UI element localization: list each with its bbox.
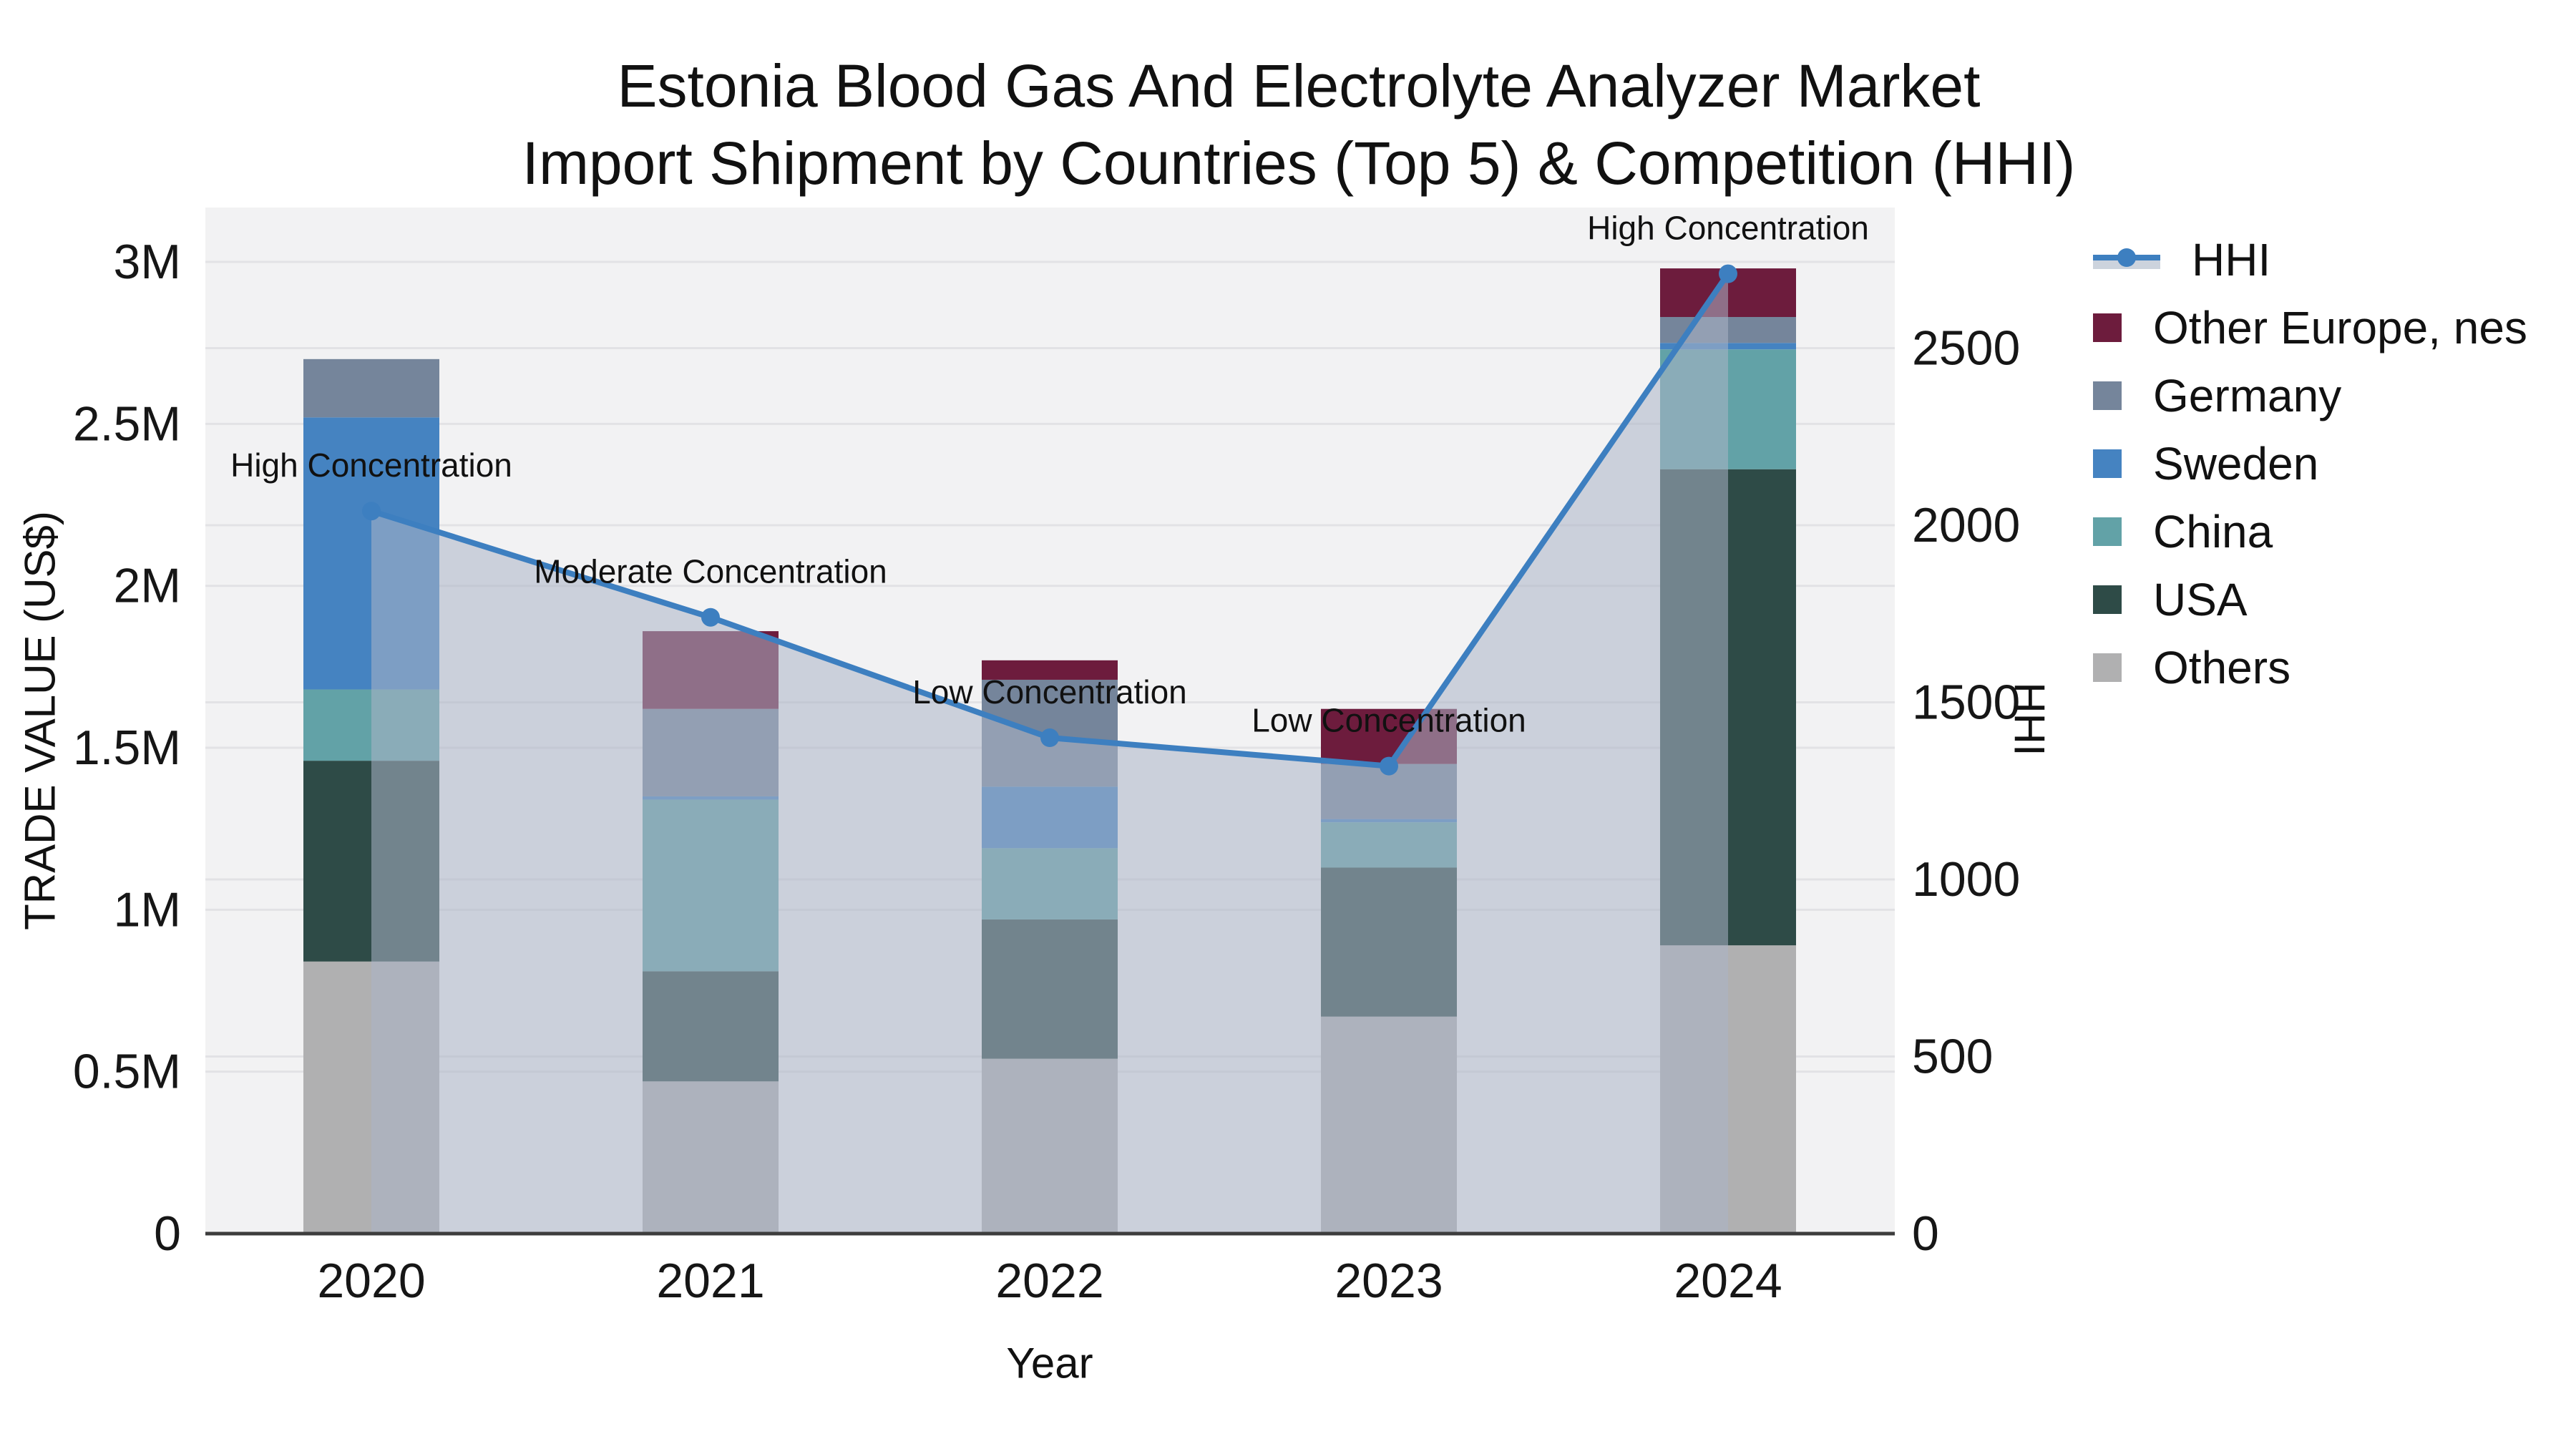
legend-swatch-icon — [2093, 313, 2122, 342]
y-tick-label: 1M — [114, 882, 181, 937]
x-tick-label-2022: 2022 — [995, 1254, 1103, 1308]
legend-swatch-icon — [2093, 653, 2122, 682]
annotation-2022: Low Concentration — [912, 673, 1187, 711]
hhi-area — [371, 273, 1728, 1234]
legend-item-usa[interactable]: USA — [2093, 565, 2527, 633]
y2-axis-title: HHI — [2005, 682, 2054, 756]
legend-item-sweden[interactable]: Sweden — [2093, 429, 2527, 497]
legend-item-china[interactable]: China — [2093, 497, 2527, 565]
hhi-point-2021[interactable] — [701, 608, 720, 627]
annotation-2024: High Concentration — [1587, 210, 1869, 247]
y-tick-label: 1.5M — [73, 721, 181, 775]
y2-tick-label: 2000 — [1912, 498, 2020, 552]
legend-label: USA — [2153, 573, 2248, 625]
bar-segment-other-europe-nes-2022[interactable] — [982, 660, 1118, 680]
legend-swatch-icon — [2093, 517, 2122, 546]
x-tick-label-2024: 2024 — [1674, 1254, 1782, 1308]
x-axis-title: Year — [1006, 1339, 1093, 1387]
y2-tick-label: 0 — [1912, 1206, 1939, 1261]
legend: HHI Other Europe, nes Germany Sweden China US… — [2093, 225, 2527, 701]
hhi-point-2022[interactable] — [1040, 728, 1059, 748]
x-tick-label-2023: 2023 — [1335, 1254, 1443, 1308]
y2-tick-label: 1500 — [1912, 675, 2020, 730]
chart-title-line2: Import Shipment by Countries (Top 5) & C… — [522, 130, 2076, 197]
hhi-point-2023[interactable] — [1380, 756, 1398, 776]
chart-title: Estonia Blood Gas And Electrolyte Analyz… — [522, 47, 2076, 202]
legend-hhi-line-icon — [2093, 248, 2160, 270]
legend-item-hhi[interactable]: HHI — [2093, 225, 2527, 293]
x-tick-label-2021: 2021 — [656, 1254, 764, 1308]
legend-label: Other Europe, nes — [2153, 301, 2527, 353]
bar-segment-germany-2020[interactable] — [303, 358, 439, 418]
y-tick-label: 2.5M — [73, 396, 181, 451]
legend-swatch-icon — [2093, 449, 2122, 478]
legend-label: HHI — [2192, 233, 2271, 286]
y-tick-label: 3M — [114, 235, 181, 289]
annotation-2021: Moderate Concentration — [534, 553, 887, 590]
y-tick-label: 0 — [154, 1206, 181, 1261]
legend-item-germany[interactable]: Germany — [2093, 361, 2527, 429]
y2-tick-label: 1000 — [1912, 852, 2020, 907]
hhi-point-2020[interactable] — [362, 502, 381, 521]
legend-label: Others — [2153, 641, 2291, 693]
x-tick-label-2020: 2020 — [317, 1254, 425, 1308]
y2-tick-label: 2500 — [1912, 321, 2020, 376]
legend-label: China — [2153, 505, 2273, 557]
y-tick-label: 0.5M — [73, 1045, 181, 1099]
y-tick-label: 2M — [114, 559, 181, 613]
legend-label: Germany — [2153, 369, 2342, 421]
chart-title-line1: Estonia Blood Gas And Electrolyte Analyz… — [617, 52, 1981, 119]
legend-item-other-europe-nes[interactable]: Other Europe, nes — [2093, 293, 2527, 361]
legend-swatch-icon — [2093, 585, 2122, 614]
legend-item-others[interactable]: Others — [2093, 633, 2527, 701]
legend-swatch-icon — [2093, 381, 2122, 410]
annotation-2020: High Concentration — [230, 447, 512, 484]
y2-tick-label: 500 — [1912, 1030, 1993, 1084]
annotation-2023: Low Concentration — [1252, 702, 1526, 739]
hhi-point-2024[interactable] — [1719, 264, 1737, 283]
legend-label: Sweden — [2153, 437, 2319, 489]
y-axis-title: TRADE VALUE (US$) — [16, 511, 64, 930]
